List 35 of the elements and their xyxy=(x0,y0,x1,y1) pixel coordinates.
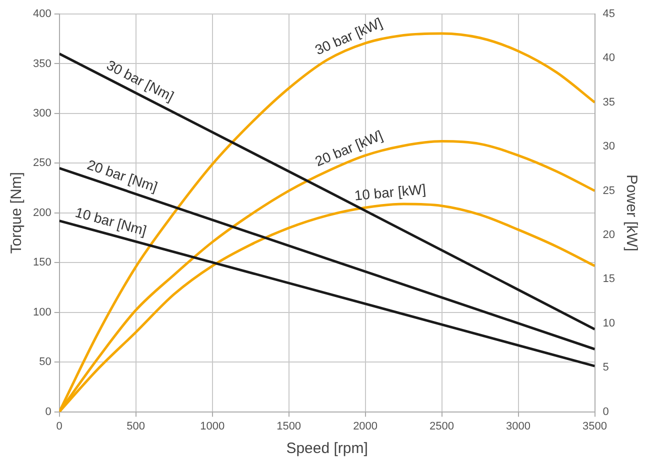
y2-tick-label: 30 xyxy=(602,140,616,153)
y2-tick-label: 0 xyxy=(602,406,609,418)
y2-tick-label: 40 xyxy=(602,52,616,64)
y-tick-label: 400 xyxy=(32,8,52,20)
y2-tick-label: 35 xyxy=(602,96,616,108)
y2-tick-label: 25 xyxy=(602,184,616,197)
y2-tick-label: 15 xyxy=(602,273,616,286)
text: 30 bar [kW] xyxy=(312,14,385,58)
y-tick-label: 50 xyxy=(39,356,52,368)
y-tick-label: 100 xyxy=(32,306,52,318)
y2-tick-label: 45 xyxy=(602,8,616,20)
y-axis-title: Torque [Nm] xyxy=(8,172,26,254)
x-tick-label: 1500 xyxy=(276,420,302,432)
x-axis-title: Speed [rpm] xyxy=(286,440,368,458)
y2-tick-label: 20 xyxy=(602,229,616,242)
x-tick-label: 3500 xyxy=(582,420,608,432)
text: 10 bar [Nm] xyxy=(74,204,148,239)
y2-axis-title: Power [kW] xyxy=(622,174,640,252)
y-tick-label: 150 xyxy=(32,256,52,269)
x-tick-label: 2500 xyxy=(430,420,454,432)
text: 20 bar [Nm] xyxy=(85,156,160,195)
y-tick-label: 300 xyxy=(32,107,52,120)
text: 20 bar [kW] xyxy=(312,126,385,170)
y2-tick-label: 10 xyxy=(602,317,616,330)
y-tick-label: 350 xyxy=(32,58,52,70)
text: 10 bar [kW] xyxy=(354,180,426,204)
x-tick-label: 2000 xyxy=(353,420,378,432)
y-tick-label: 250 xyxy=(32,157,52,170)
x-tick-label: 500 xyxy=(126,420,146,432)
x-tick-label: 1000 xyxy=(200,420,225,432)
y-tick-label: 200 xyxy=(32,206,52,219)
y2-tick-label: 5 xyxy=(602,362,609,374)
x-tick-label: 3000 xyxy=(506,420,531,432)
x-tick-label: 0 xyxy=(56,420,62,432)
y-tick-label: 0 xyxy=(45,406,52,418)
